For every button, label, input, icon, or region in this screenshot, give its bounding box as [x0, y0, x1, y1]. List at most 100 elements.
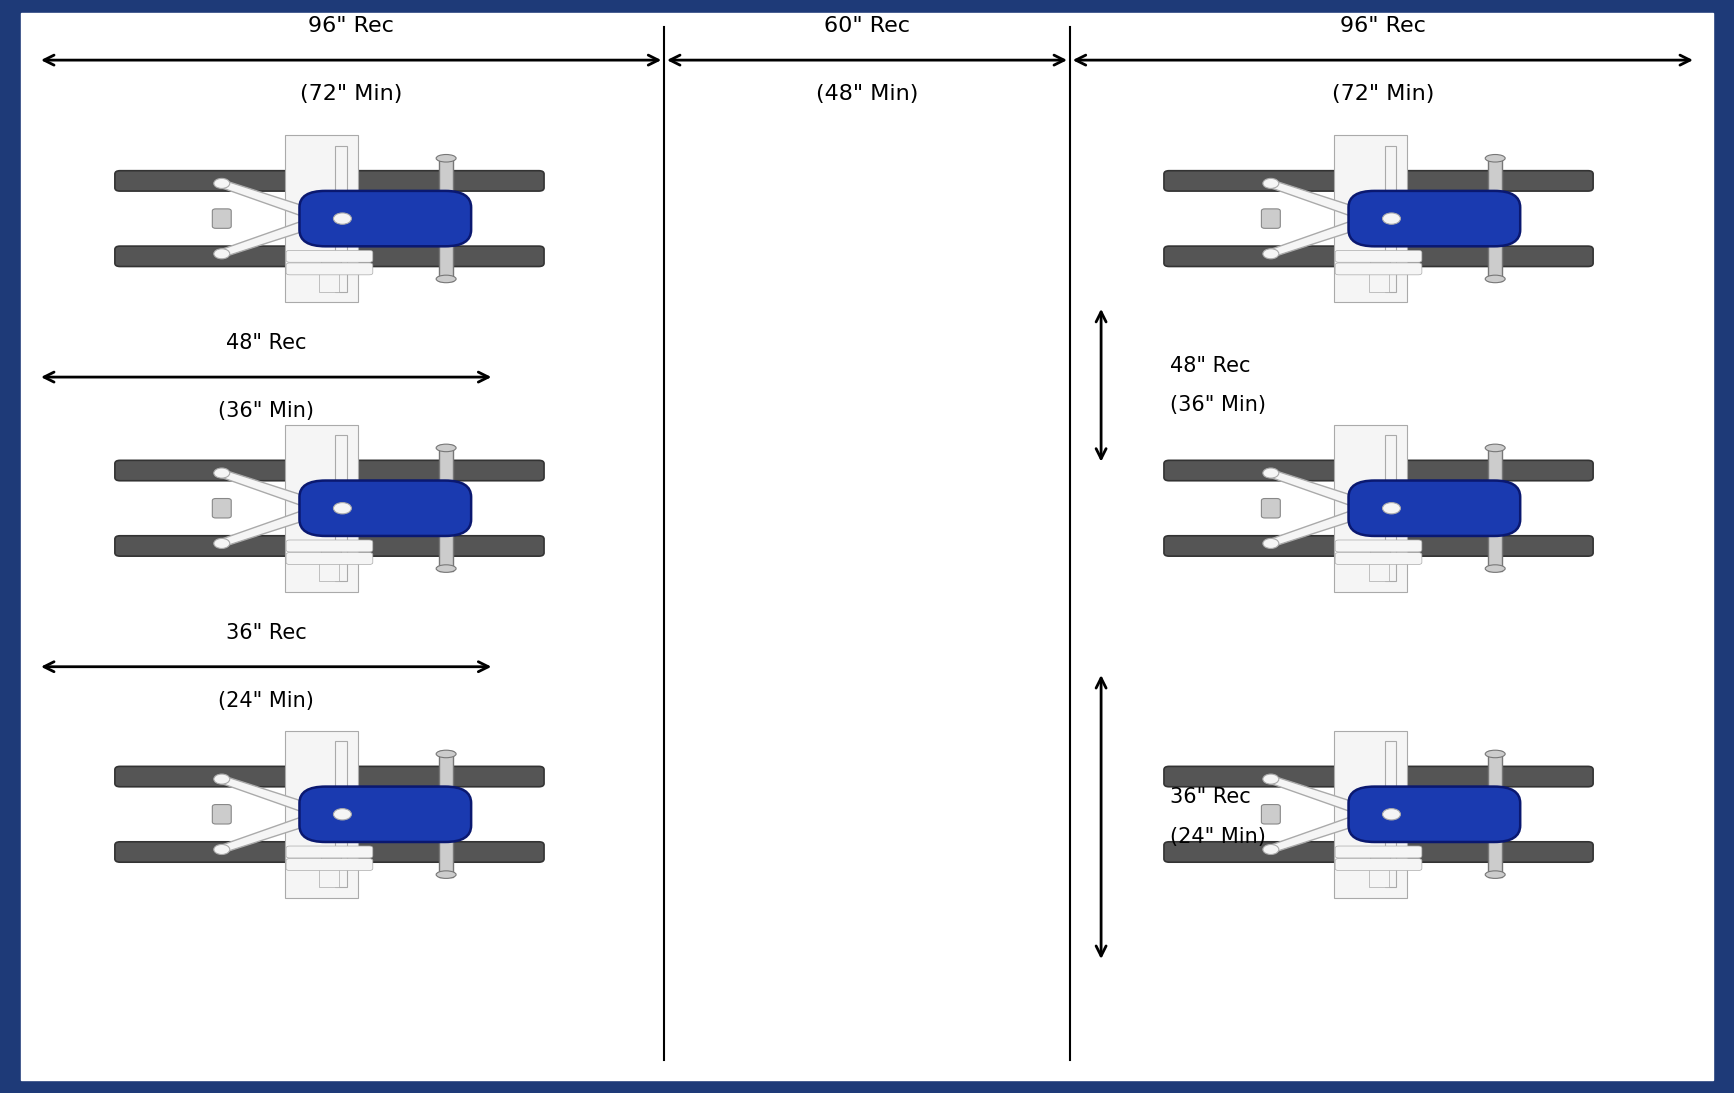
Ellipse shape — [437, 275, 456, 283]
Polygon shape — [1394, 787, 1488, 815]
FancyBboxPatch shape — [1261, 498, 1280, 518]
Polygon shape — [220, 471, 319, 507]
FancyBboxPatch shape — [114, 460, 544, 481]
FancyBboxPatch shape — [114, 171, 544, 191]
Text: 36" Rec: 36" Rec — [1170, 787, 1252, 808]
FancyBboxPatch shape — [1349, 191, 1521, 246]
Polygon shape — [1368, 496, 1389, 509]
FancyBboxPatch shape — [1164, 842, 1594, 862]
FancyBboxPatch shape — [1488, 156, 1502, 282]
Ellipse shape — [1370, 257, 1391, 269]
FancyBboxPatch shape — [1488, 446, 1502, 572]
Ellipse shape — [1486, 275, 1505, 283]
Ellipse shape — [1262, 249, 1278, 259]
Ellipse shape — [333, 503, 352, 514]
Polygon shape — [220, 220, 319, 257]
Ellipse shape — [213, 249, 229, 259]
FancyBboxPatch shape — [1384, 435, 1396, 581]
Ellipse shape — [1262, 468, 1278, 478]
FancyBboxPatch shape — [300, 481, 472, 536]
Polygon shape — [319, 207, 340, 220]
FancyBboxPatch shape — [212, 209, 231, 228]
FancyBboxPatch shape — [335, 741, 347, 888]
Polygon shape — [345, 218, 439, 246]
Text: (72" Min): (72" Min) — [1332, 84, 1434, 104]
Polygon shape — [1394, 507, 1488, 536]
FancyBboxPatch shape — [1164, 536, 1594, 556]
Polygon shape — [1269, 220, 1368, 257]
FancyBboxPatch shape — [1164, 766, 1594, 787]
Polygon shape — [319, 802, 340, 815]
FancyBboxPatch shape — [1349, 481, 1521, 536]
Polygon shape — [220, 815, 319, 853]
FancyBboxPatch shape — [319, 862, 340, 888]
FancyBboxPatch shape — [212, 804, 231, 824]
Polygon shape — [1394, 813, 1488, 842]
FancyBboxPatch shape — [1335, 553, 1422, 564]
FancyBboxPatch shape — [319, 556, 340, 581]
Ellipse shape — [1486, 750, 1505, 757]
Text: (72" Min): (72" Min) — [300, 84, 402, 104]
FancyBboxPatch shape — [114, 842, 544, 862]
Polygon shape — [220, 509, 319, 546]
FancyBboxPatch shape — [21, 13, 1713, 1080]
FancyBboxPatch shape — [1335, 263, 1422, 274]
FancyBboxPatch shape — [1335, 250, 1422, 262]
FancyBboxPatch shape — [1335, 846, 1422, 858]
FancyBboxPatch shape — [114, 536, 544, 556]
Ellipse shape — [1370, 853, 1391, 865]
Ellipse shape — [213, 539, 229, 549]
Ellipse shape — [437, 444, 456, 451]
FancyBboxPatch shape — [439, 752, 453, 877]
FancyBboxPatch shape — [1335, 859, 1422, 870]
Polygon shape — [1269, 181, 1368, 218]
FancyBboxPatch shape — [1333, 731, 1406, 897]
Text: (24" Min): (24" Min) — [1170, 826, 1266, 847]
Polygon shape — [1368, 802, 1389, 815]
FancyBboxPatch shape — [286, 263, 373, 274]
FancyBboxPatch shape — [1261, 209, 1280, 228]
Ellipse shape — [1486, 565, 1505, 573]
FancyBboxPatch shape — [1333, 136, 1406, 302]
Ellipse shape — [1262, 845, 1278, 855]
Polygon shape — [1394, 481, 1488, 509]
FancyBboxPatch shape — [284, 731, 357, 897]
FancyBboxPatch shape — [284, 425, 357, 591]
Ellipse shape — [333, 809, 352, 820]
Ellipse shape — [321, 257, 342, 269]
Polygon shape — [1269, 471, 1368, 507]
Ellipse shape — [1382, 809, 1401, 820]
FancyBboxPatch shape — [1488, 752, 1502, 877]
FancyBboxPatch shape — [1368, 862, 1389, 888]
FancyBboxPatch shape — [1384, 741, 1396, 888]
Text: 48" Rec: 48" Rec — [225, 333, 307, 353]
Ellipse shape — [321, 546, 342, 559]
FancyBboxPatch shape — [212, 498, 231, 518]
Ellipse shape — [1262, 178, 1278, 188]
FancyBboxPatch shape — [300, 787, 472, 842]
Polygon shape — [1269, 815, 1368, 853]
Ellipse shape — [1262, 774, 1278, 784]
Text: (36" Min): (36" Min) — [218, 401, 314, 421]
Text: 60" Rec: 60" Rec — [824, 16, 910, 36]
FancyBboxPatch shape — [284, 136, 357, 302]
FancyBboxPatch shape — [286, 846, 373, 858]
Polygon shape — [1368, 207, 1389, 220]
Ellipse shape — [213, 468, 229, 478]
FancyBboxPatch shape — [114, 246, 544, 267]
Text: (48" Min): (48" Min) — [815, 84, 919, 104]
Ellipse shape — [1382, 213, 1401, 224]
Polygon shape — [345, 481, 439, 509]
Polygon shape — [1269, 509, 1368, 546]
Text: 36" Rec: 36" Rec — [225, 623, 307, 643]
Text: 96" Rec: 96" Rec — [1340, 16, 1425, 36]
Ellipse shape — [1382, 503, 1401, 514]
FancyBboxPatch shape — [114, 766, 544, 787]
Polygon shape — [1269, 776, 1368, 813]
Ellipse shape — [1370, 546, 1391, 559]
Ellipse shape — [1262, 539, 1278, 549]
Polygon shape — [345, 813, 439, 842]
FancyBboxPatch shape — [439, 446, 453, 572]
FancyBboxPatch shape — [1164, 246, 1594, 267]
Ellipse shape — [321, 853, 342, 865]
